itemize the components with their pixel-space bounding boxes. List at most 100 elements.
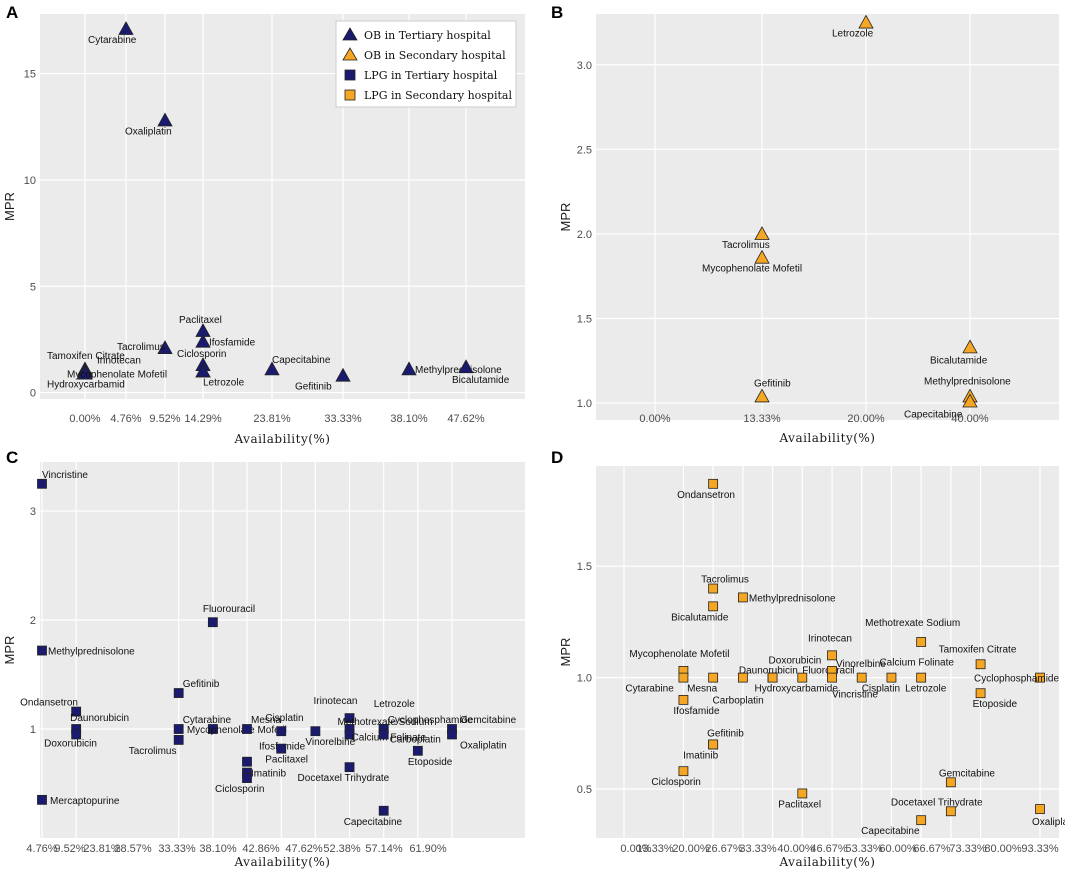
panel-letter: C — [6, 448, 18, 467]
point-label: Capecitabine — [861, 826, 920, 837]
x-tick-label: 0.00% — [69, 413, 100, 425]
point-label: Mercaptopurine — [50, 796, 120, 807]
point-label: Calcium Folinate — [352, 732, 427, 743]
point-label: Cytarabine — [183, 715, 232, 726]
plot-background — [596, 14, 1059, 420]
x-tick-label: 47.62% — [447, 413, 485, 425]
data-point — [207, 724, 218, 734]
x-tick-label: 61.90% — [409, 843, 447, 855]
data-point — [344, 762, 355, 773]
y-tick-label: 15 — [24, 69, 36, 81]
point-label: Vinorelbine — [836, 659, 886, 670]
data-point — [916, 672, 927, 683]
data-point — [118, 21, 134, 35]
point-label: Oxaliplatin — [1032, 817, 1065, 828]
x-tick-label: 9.52% — [149, 413, 180, 425]
data-point — [157, 112, 173, 127]
point-label: Paclitaxel — [265, 755, 308, 766]
x-tick-label: 13.33% — [743, 413, 781, 425]
y-tick-label: 0 — [30, 388, 36, 400]
data-point — [1035, 804, 1045, 814]
point-label: Cytarabine — [88, 35, 137, 46]
x-tick-label: 4.76% — [26, 843, 57, 855]
point-label: Ciclosporin — [215, 784, 264, 795]
panel-letter: D — [551, 448, 563, 467]
point-label: Capecitabine — [344, 817, 403, 828]
y-axis-title: MPR — [558, 203, 573, 232]
y-axis-title: MPR — [2, 636, 17, 665]
x-tick-label: 66.67% — [913, 843, 951, 855]
y-tick-label: 1.0 — [577, 673, 592, 685]
data-point — [916, 815, 927, 826]
data-point — [157, 340, 173, 354]
x-axis-title: Availability(%) — [778, 431, 875, 445]
data-point — [856, 672, 867, 683]
legend-marker — [342, 27, 358, 41]
data-point — [708, 739, 719, 750]
data-point — [412, 745, 423, 756]
x-tick-label: 9.52% — [54, 843, 85, 855]
point-label: Mycophenolate Mofetil — [702, 264, 802, 275]
data-point — [962, 339, 978, 354]
point-label: Cisplatin — [265, 713, 303, 724]
data-point — [737, 672, 748, 683]
legend-marker — [344, 69, 356, 81]
point-label: Etoposide — [973, 699, 1018, 710]
x-tick-label: 13.33% — [636, 843, 674, 855]
y-tick-label: 2.0 — [577, 229, 592, 241]
point-label: Mycophenolate Mofetil — [187, 725, 287, 736]
point-label: Mycophenolate Mofetil — [629, 649, 729, 660]
panel-letter: A — [6, 3, 18, 22]
point-label: Letrozole — [374, 699, 416, 710]
point-label: Docetaxel Trihydrate — [891, 797, 983, 808]
point-label: Gefitinib — [754, 378, 791, 389]
x-tick-label: 60.00% — [879, 843, 917, 855]
data-point — [886, 672, 897, 683]
point-label: Letrozole — [905, 684, 947, 695]
point-label: Capecitabine — [904, 409, 963, 420]
x-tick-label: 80.00% — [984, 843, 1022, 855]
point-label: Cyclophosphamide — [974, 674, 1059, 685]
data-point — [242, 724, 252, 734]
point-label: Hydroxycarbamid — [47, 379, 125, 390]
point-label: Mesna — [251, 715, 281, 726]
data-point — [71, 729, 82, 740]
point-label: Bicalutamide — [671, 612, 729, 623]
y-tick-label: 2.5 — [577, 144, 592, 156]
data-point — [173, 688, 184, 698]
point-label: Imatinib — [251, 769, 286, 780]
data-point — [708, 478, 719, 489]
data-point — [378, 805, 389, 816]
point-label: Fluorouracil — [203, 604, 255, 615]
x-tick-label: 28.57% — [114, 843, 152, 855]
data-point — [975, 659, 986, 670]
point-label: Ifosfamide — [209, 338, 256, 349]
x-tick-label: 38.10% — [199, 843, 237, 855]
point-label: Tacrolimus — [722, 240, 770, 251]
x-tick-label: 46.67% — [810, 843, 848, 855]
point-label: Oxaliplatin — [125, 126, 172, 137]
data-point — [344, 729, 355, 740]
point-label: Ifosfamide — [673, 706, 720, 717]
data-point — [827, 672, 837, 683]
point-label: Methylprednisolone — [924, 376, 1011, 387]
point-label: Irinotecan — [314, 696, 358, 707]
y-axis-title: MPR — [558, 638, 573, 667]
point-label: Carboplatin — [390, 734, 441, 745]
x-tick-label: 57.14% — [365, 843, 403, 855]
point-label: Tamoxifen Citrate — [939, 644, 1017, 655]
data-point — [975, 688, 986, 699]
x-tick-label: 42.86% — [242, 843, 280, 855]
data-point — [173, 724, 184, 734]
point-label: Docetaxel Trihydrate — [298, 773, 390, 784]
point-label: Tacrolimus — [129, 746, 177, 757]
x-tick-label: 4.76% — [110, 413, 141, 425]
point-label: Methotrexate Sodium — [338, 717, 433, 728]
point-label: Irinotecan — [808, 633, 852, 644]
x-tick-label: 53.33% — [845, 843, 883, 855]
point-label: Gefitinib — [295, 382, 332, 393]
y-tick-label: 10 — [24, 175, 36, 187]
data-point — [344, 713, 355, 724]
x-tick-label: 40.00% — [951, 413, 989, 425]
point-label: Methotrexate Sodium — [865, 618, 960, 629]
